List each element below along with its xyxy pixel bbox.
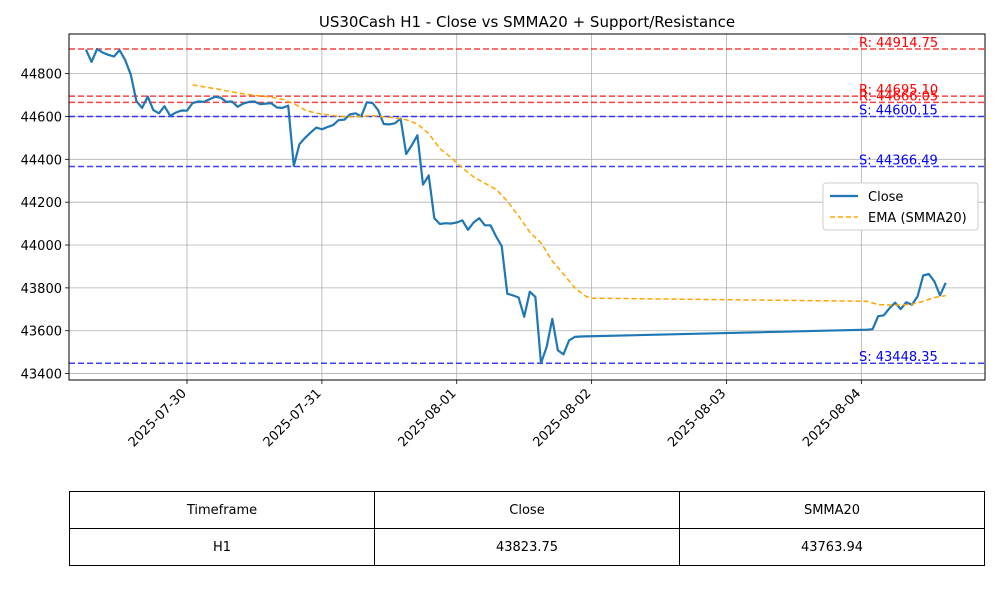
header-smma20: SMMA20	[679, 491, 985, 529]
close-price-line	[84, 47, 947, 365]
resistance-label: R: 44695.10	[859, 83, 938, 98]
level-labels: R: 44914.75 R: 44695.10R: 44666.05S: 4460…	[859, 36, 938, 365]
y-tick-label: 43600	[21, 325, 62, 340]
support-label: S: 43448.35	[859, 350, 938, 365]
series-lines	[84, 47, 947, 365]
y-tick-label: 44200	[21, 196, 62, 211]
header-timeframe: Timeframe	[69, 491, 375, 529]
x-tick-label: 2025-08-03	[665, 386, 729, 450]
y-tick-label: 44400	[21, 153, 62, 168]
x-tick-label: 2025-07-31	[261, 386, 325, 450]
legend: Close EMA (SMMA20)	[822, 182, 979, 231]
grid	[69, 34, 985, 380]
legend-label-smma: EMA (SMMA20)	[868, 211, 967, 226]
line-chart: US30Cash H1 - Close vs SMMA20 + Support/…	[21, 13, 986, 451]
legend-label-close: Close	[868, 190, 903, 205]
cell-smma20: 43763.94	[679, 528, 985, 566]
header-close: Close	[374, 491, 680, 529]
resistance-label: R: 44914.75	[859, 36, 938, 51]
summary-data-row: H1 43823.75 43763.94	[69, 528, 985, 566]
plot-frame	[68, 33, 986, 381]
legend-box	[822, 182, 979, 231]
x-tick-label: 2025-08-01	[396, 386, 460, 450]
cell-close: 43823.75	[374, 528, 680, 566]
x-tick-label: 2025-08-02	[530, 386, 594, 450]
x-tick-label: 2025-07-30	[126, 386, 190, 450]
support-label: S: 44366.49	[859, 154, 938, 169]
summary-table: Timeframe Close SMMA20 H1 43823.75 43763…	[69, 491, 985, 566]
cell-timeframe: H1	[69, 528, 375, 566]
y-tick-label: 43400	[21, 368, 62, 383]
summary-header-row: Timeframe Close SMMA20	[69, 491, 985, 529]
y-tick-label: 44600	[21, 110, 62, 125]
smma20-line	[192, 84, 946, 306]
y-tick-label: 43800	[21, 282, 62, 297]
chart-area: US30Cash H1 - Close vs SMMA20 + Support/…	[21, 13, 986, 451]
x-tick-label: 2025-08-04	[800, 386, 864, 450]
support-label: S: 44600.15	[859, 103, 938, 118]
y-tick-label: 44000	[21, 239, 62, 254]
axis-ticks: 2025-07-30 2025-07-31 2025-08-01 2025-08-02…	[21, 68, 865, 451]
resistance-label: R: 44666.05	[859, 89, 938, 104]
chart-title: US30Cash H1 - Close vs SMMA20 + Support/…	[319, 13, 735, 31]
y-tick-label: 44800	[21, 68, 62, 83]
